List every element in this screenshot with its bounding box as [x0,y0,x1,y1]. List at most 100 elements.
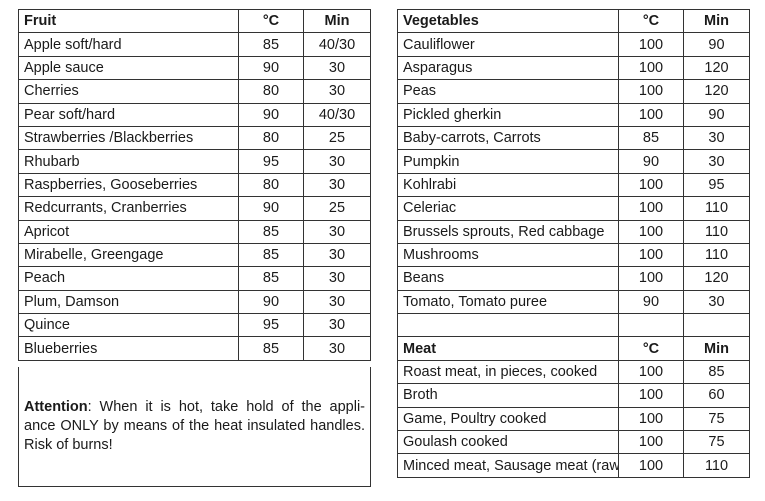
minutes-cell: 90 [683,102,750,127]
table-row: Mushrooms 100 110 [397,242,750,268]
minutes-cell: 25 [303,196,371,221]
table-row: Roast meat, in pieces, cooked 100 85 [397,359,750,385]
item-name-cell: Vegetables [397,8,619,34]
temperature-cell: 100 [618,430,684,455]
minutes-cell: 90 [683,32,750,57]
temperature-cell: 90 [618,289,684,315]
temperature-cell: 100 [618,242,684,268]
table-row: Broth 100 60 [397,383,750,408]
minutes-cell: 30 [303,242,371,268]
table-row: Raspberries, Gooseberries 80 30 [18,172,371,198]
temperature-cell: 100 [618,383,684,408]
minutes-cell: 30 [303,149,371,174]
table-header: Fruit °C Min [18,8,371,34]
temperature-cell: 100 [618,79,684,104]
item-name-cell: Apple soft/hard [18,32,239,57]
item-name-cell: Blueberries [18,336,239,361]
minutes-cell: 30 [683,289,750,315]
item-name-cell: Mirabelle, Greengage [18,242,239,268]
item-name-cell: Kohlrabi [397,172,619,198]
minutes-cell: 75 [683,406,750,432]
table-row: Pear soft/hard 90 40/30 [18,102,371,127]
minutes-cell [683,313,750,338]
minutes-cell: 30 [303,79,371,104]
item-name-cell: Roast meat, in pieces, cooked [397,359,619,385]
item-name-cell: Apple sauce [18,55,239,81]
item-name-cell: Mushrooms [397,242,619,268]
table-row: Asparagus 100 120 [397,55,750,81]
temperature-cell: °C [618,336,684,361]
minutes-cell: 30 [683,149,750,174]
empty-row [397,313,750,338]
table-row: Plum, Damson 90 30 [18,289,371,315]
item-name-cell: Apricot [18,219,239,244]
table-header: Vegetables °C Min [397,8,750,34]
table-row: Apricot 85 30 [18,219,371,244]
minutes-cell: 30 [303,289,371,315]
table-row: Brussels sprouts, Red cabbage 100 110 [397,219,750,244]
minutes-cell: 25 [303,125,371,151]
minutes-cell: 30 [303,336,371,361]
temperature-cell: 80 [238,79,304,104]
temperature-cell: 100 [618,32,684,57]
temperature-cell: 100 [618,219,684,244]
temperature-cell: 100 [618,266,684,291]
attention-text: : When it is hot, take hold of the appli… [24,399,365,453]
minutes-cell: 75 [683,430,750,455]
item-name-cell [397,313,619,338]
item-name-cell: Strawberries /Blackberries [18,125,239,151]
table-row: Redcurrants, Cranberries 90 25 [18,196,371,221]
item-name-cell: Celeriac [397,196,619,221]
minutes-cell: Min [303,8,371,34]
item-name-cell: Baby-carrots, Carrots [397,125,619,151]
temperature-cell: 80 [238,172,304,198]
temperature-cell [618,313,684,338]
table-row: Cherries 80 30 [18,79,371,104]
temperature-cell: 85 [618,125,684,151]
temperature-cell: 90 [238,289,304,315]
temperature-cell: °C [238,8,304,34]
temperature-cell: 90 [618,149,684,174]
temperature-cell: 100 [618,196,684,221]
temperature-cell: 100 [618,406,684,432]
table-header: Meat °C Min [397,336,750,361]
temperature-cell: 100 [618,55,684,81]
minutes-cell: 40/30 [303,32,371,57]
table-row: Quince 95 30 [18,313,371,338]
minutes-cell: 85 [683,359,750,385]
table-row: Rhubarb 95 30 [18,149,371,174]
item-name-cell: Redcurrants, Cranberries [18,196,239,221]
item-name-cell: Meat [397,336,619,361]
table-row: Goulash cooked 100 75 [397,430,750,455]
table-row: Pumpkin 90 30 [397,149,750,174]
temperature-cell: 80 [238,125,304,151]
temperature-cell: °C [618,8,684,34]
minutes-cell: 110 [683,219,750,244]
temperature-cell: 85 [238,219,304,244]
table-row: Beans 100 120 [397,266,750,291]
temperature-cell: 100 [618,359,684,385]
minutes-cell: 30 [683,125,750,151]
item-name-cell: Beans [397,266,619,291]
temperature-cell: 90 [238,196,304,221]
temperature-cell: 95 [238,313,304,338]
item-name-cell: Brussels sprouts, Red cabbage [397,219,619,244]
vegetables-meat-table: Vegetables °C Min Cauliflower 100 90 Asparagus… [397,8,750,478]
table-row: Celeriac 100 110 [397,196,750,221]
temperature-cell: 90 [238,55,304,81]
minutes-cell: 60 [683,383,750,408]
temperature-cell: 85 [238,32,304,57]
minutes-cell: 40/30 [303,102,371,127]
minutes-cell: 120 [683,79,750,104]
attention-note: Attention: When it is hot, take hold of … [18,367,371,487]
item-name-cell: Fruit [18,8,239,34]
item-name-cell: Broth [397,383,619,408]
item-name-cell: Tomato, Tomato puree [397,289,619,315]
table-row: Mirabelle, Greengage 85 30 [18,242,371,268]
temperature-cell: 100 [618,172,684,198]
item-name-cell: Cherries [18,79,239,104]
minutes-cell: 30 [303,266,371,291]
table-row: Peas 100 120 [397,79,750,104]
temperature-cell: 95 [238,149,304,174]
temperature-cell: 100 [618,453,684,478]
